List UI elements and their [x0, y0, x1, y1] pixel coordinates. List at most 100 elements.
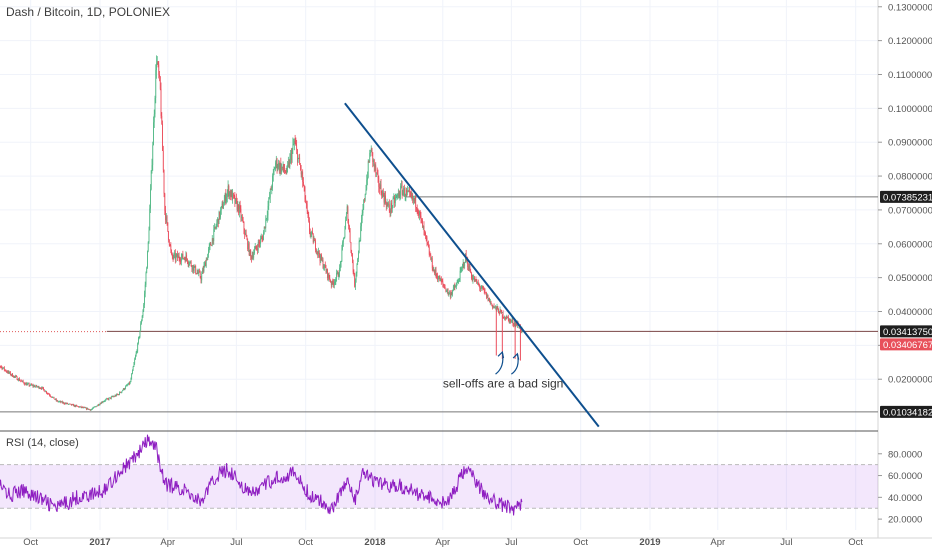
candle-body — [248, 243, 249, 249]
candle — [492, 305, 493, 310]
candle-body — [28, 384, 29, 385]
candle — [387, 202, 388, 207]
candle-body — [421, 218, 422, 220]
candle — [273, 169, 274, 182]
candle-body — [387, 203, 388, 207]
candle-body — [292, 144, 293, 150]
candle — [164, 193, 165, 215]
candle-body — [115, 395, 116, 396]
candle — [351, 250, 352, 257]
candle — [482, 285, 483, 290]
candle-body — [39, 386, 40, 388]
candle — [276, 156, 277, 168]
candle-body — [310, 232, 311, 235]
candle-body — [69, 404, 70, 405]
candle — [271, 185, 272, 195]
candle — [117, 393, 118, 395]
candle — [361, 215, 362, 231]
candle — [423, 225, 424, 229]
candle-body — [8, 371, 9, 373]
candle-body — [86, 408, 87, 410]
candle-body — [363, 200, 364, 208]
candle — [350, 228, 351, 242]
candle — [385, 191, 386, 205]
candle — [494, 306, 495, 308]
candle-body — [209, 246, 210, 249]
candle — [199, 269, 200, 273]
candle-body — [284, 170, 285, 171]
candle — [87, 407, 88, 409]
candle — [418, 210, 419, 219]
candle — [263, 230, 264, 240]
candle-body — [187, 259, 188, 263]
candle-body — [56, 399, 57, 401]
candle-body — [415, 197, 416, 201]
candle-body — [338, 272, 339, 277]
candle-body — [429, 247, 430, 254]
candle-body — [475, 279, 476, 281]
candle-body — [61, 401, 62, 402]
candle-body — [483, 288, 484, 290]
candle-body — [221, 206, 222, 210]
candle-body — [433, 270, 434, 271]
candle — [121, 392, 122, 393]
candle-body — [393, 198, 394, 206]
candle-body — [95, 406, 96, 407]
candle-body — [347, 207, 348, 214]
candle-body — [36, 385, 37, 387]
candle-body — [388, 204, 389, 205]
candle-body — [124, 389, 125, 390]
candle-body — [157, 62, 158, 63]
candle-body — [207, 254, 208, 260]
candle — [370, 150, 371, 157]
candle — [289, 153, 290, 169]
candle — [253, 252, 254, 259]
candle-body — [101, 402, 102, 404]
candle — [286, 165, 287, 174]
candle-body — [237, 205, 238, 210]
candle-body — [216, 226, 217, 227]
candle-body — [79, 407, 80, 408]
candle — [509, 318, 510, 324]
candle — [448, 292, 449, 297]
candle-body — [340, 264, 341, 268]
candle-body — [36, 385, 37, 386]
candle — [510, 319, 511, 324]
candle — [116, 393, 117, 396]
candle-body — [190, 262, 191, 263]
candle-body — [447, 289, 448, 291]
candle — [350, 242, 351, 253]
time-axis-label: Jul — [505, 537, 517, 548]
candle — [140, 321, 141, 331]
candle-body — [331, 282, 332, 285]
candle-body — [220, 210, 221, 217]
candle — [440, 278, 441, 282]
candle-body — [271, 188, 272, 190]
candle — [5, 370, 6, 371]
candle — [186, 252, 187, 261]
candle — [313, 233, 314, 244]
candle — [100, 403, 101, 406]
candle — [315, 239, 316, 253]
candle-body — [403, 188, 404, 192]
candle — [76, 405, 77, 407]
candle-body — [155, 98, 156, 114]
candle — [154, 110, 155, 128]
candle — [360, 223, 361, 242]
candle — [491, 303, 492, 306]
candle-body — [513, 324, 514, 325]
candle-body — [503, 317, 504, 318]
candle-body — [179, 256, 180, 259]
candle-body — [455, 287, 456, 288]
candle-body — [244, 222, 245, 230]
candle-body — [509, 319, 510, 322]
candle-body — [96, 406, 97, 407]
candle-body — [305, 199, 306, 203]
candle-body — [119, 392, 120, 395]
candle — [10, 371, 11, 375]
candle — [231, 189, 232, 197]
candle-body — [254, 249, 255, 253]
candle — [126, 384, 127, 386]
